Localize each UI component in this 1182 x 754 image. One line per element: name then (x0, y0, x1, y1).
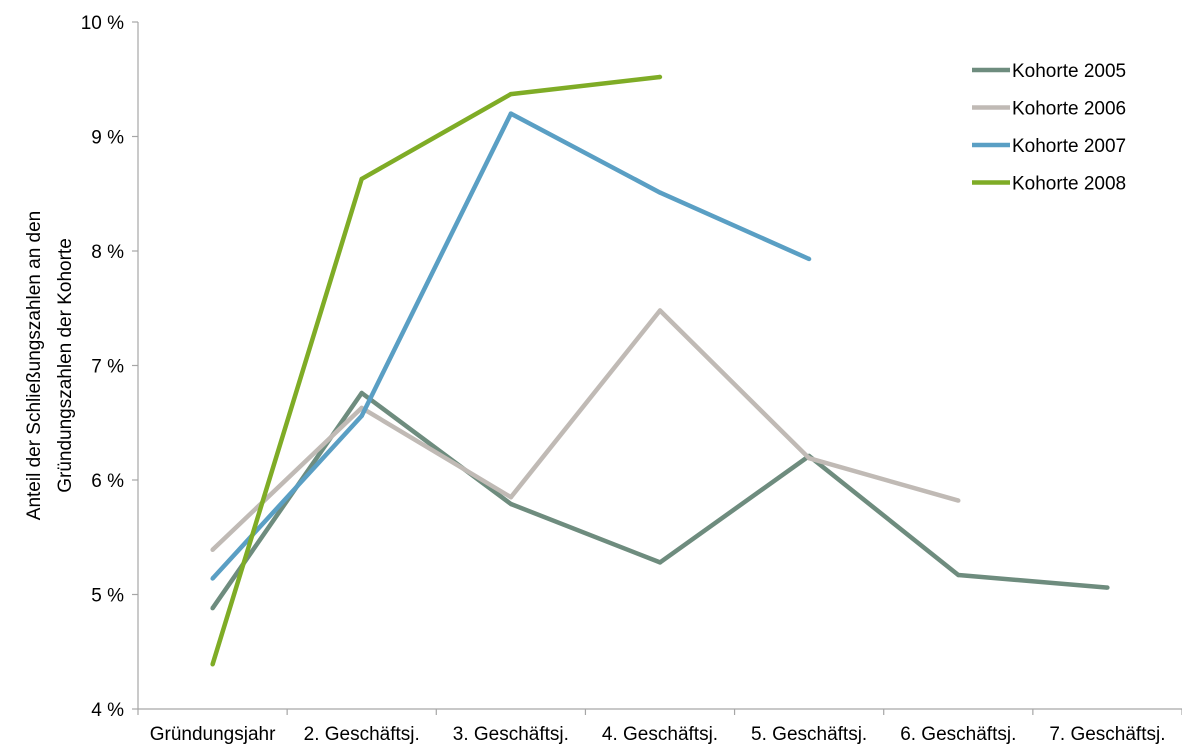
y-axis-title-line: Gründungszahlen der Kohorte (55, 238, 76, 493)
legend: Kohorte 2005 Kohorte 2006 Kohorte 2007 Koho… (972, 61, 1126, 195)
y-axis-title-line: Anteil der Schließungszahlen an den (24, 211, 45, 520)
data-point (956, 572, 961, 578)
data-point (210, 547, 215, 552)
legend-label: Kohorte 2005 (1012, 61, 1126, 82)
data-point (508, 111, 514, 116)
axes: 4 % 5 % 6 % 7 % 8 % 9 % 10 % Gründungsjahr 2. Ge… (81, 13, 1182, 745)
data-point (508, 91, 514, 97)
y-tick-label: 7 % (91, 357, 124, 378)
legend-label: Kohorte 2006 (1012, 99, 1126, 120)
y-tick-label: 10 % (81, 13, 124, 34)
series-line-kohorte-2006 (211, 308, 959, 552)
data-point (210, 662, 215, 667)
y-tick-label: 8 % (91, 242, 124, 263)
data-point (657, 560, 663, 565)
x-tick-label: 6. Geschäftsj. (900, 724, 1016, 745)
legend-label: Kohorte 2007 (1012, 136, 1126, 157)
data-point (508, 495, 514, 500)
x-tick-label: 4. Geschäftsj. (602, 724, 718, 745)
y-tick-label: 4 % (91, 700, 124, 721)
data-point (508, 501, 514, 507)
data-point (956, 498, 961, 503)
data-point (1105, 585, 1110, 590)
x-tick-label: 3. Geschäftsj. (453, 724, 569, 745)
series-line-kohorte-2007 (210, 111, 811, 581)
data-point (657, 308, 663, 313)
data-point (806, 456, 812, 461)
y-tick-label: 6 % (91, 471, 124, 492)
series-lines (210, 74, 1110, 667)
legend-label: Kohorte 2008 (1012, 174, 1126, 195)
data-point (210, 606, 215, 611)
data-point (657, 74, 663, 80)
data-point (657, 190, 663, 195)
data-point (806, 256, 812, 262)
y-axis-title: Anteil der Schließungszahlen an den Gründ… (24, 211, 76, 520)
x-tick-label: Gründungsjahr (150, 724, 276, 745)
series-line-kohorte-2008 (210, 74, 661, 665)
data-point (359, 390, 364, 396)
y-tick-label: 9 % (91, 128, 124, 149)
data-point (210, 576, 215, 581)
data-point (359, 176, 364, 182)
series-line-kohorte-2005 (210, 390, 1108, 610)
x-tick-label: 7. Geschäftsj. (1049, 724, 1165, 745)
y-tick-label: 5 % (91, 586, 124, 607)
x-tick-label: 2. Geschäftsj. (304, 724, 420, 745)
data-point (359, 413, 364, 419)
x-tick-label: 5. Geschäftsj. (751, 724, 867, 745)
